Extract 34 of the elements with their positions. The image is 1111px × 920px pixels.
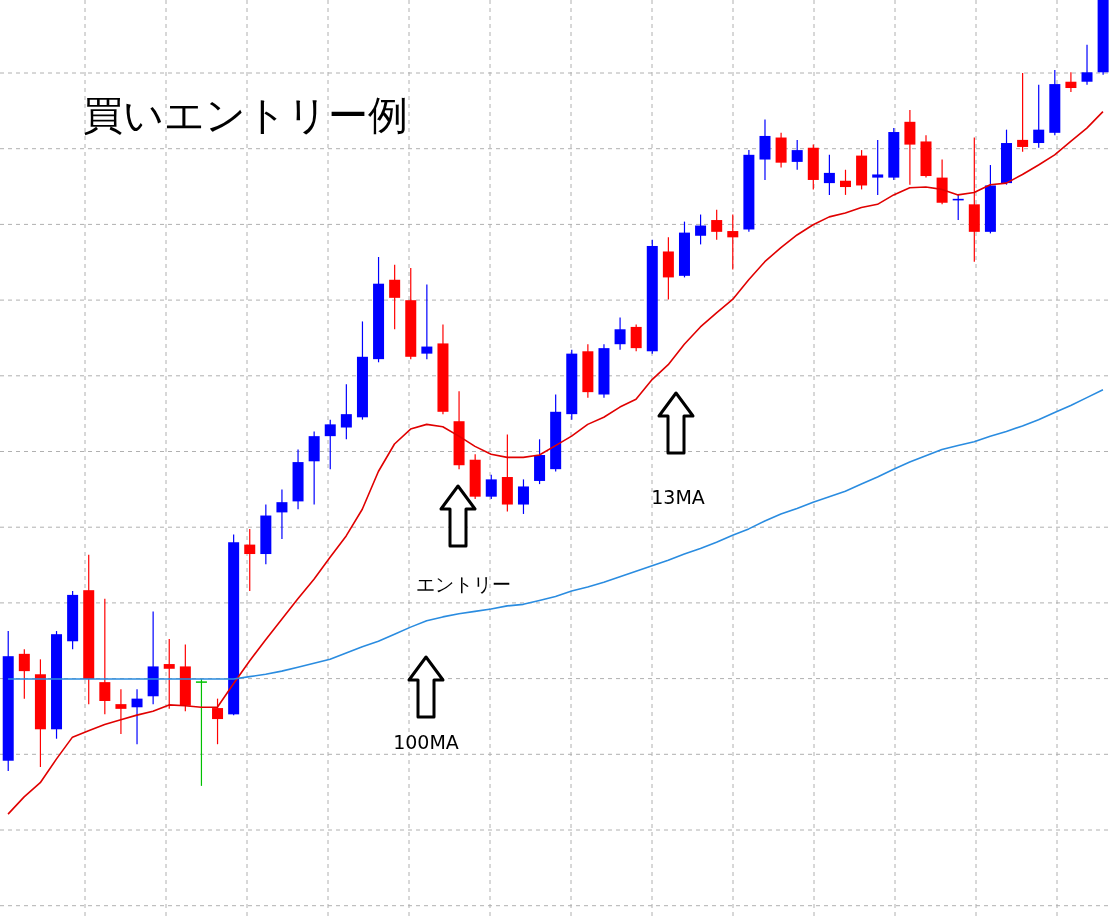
candlestick: [1033, 84, 1045, 149]
candlestick: [244, 528, 256, 592]
candlestick: [485, 474, 497, 500]
candlestick: [1065, 71, 1077, 93]
candlestick: [1081, 44, 1093, 86]
candlestick: [18, 648, 30, 700]
candlestick: [872, 139, 884, 196]
candlestick: [695, 213, 707, 245]
annotation: 100MA: [392, 731, 460, 753]
candlestick: [840, 169, 851, 196]
candlestick: [195, 678, 207, 787]
candlestick: [630, 323, 642, 352]
candlestick: [614, 316, 626, 351]
candlestick: [791, 139, 803, 171]
candlestick: [340, 383, 352, 440]
candlestick: [517, 478, 529, 515]
candlestick: [711, 209, 723, 241]
annotation: 13MA: [650, 486, 706, 508]
candlestick: [276, 489, 288, 540]
candlestick: [421, 283, 433, 360]
candlestick: [163, 638, 175, 710]
candlestick: [131, 688, 143, 745]
candlestick: [115, 688, 127, 735]
candlestick: [324, 419, 336, 470]
candlestick: [1017, 72, 1029, 153]
candlestick: [99, 598, 111, 715]
text: 買いエントリー例: [83, 91, 408, 140]
candlestick: [759, 118, 771, 181]
candlestick: [389, 264, 401, 330]
candlestick: [904, 109, 916, 186]
candlestick: [727, 213, 739, 271]
annotation: エントリー: [414, 572, 512, 597]
candlestick: [212, 698, 224, 745]
candlestick: [823, 154, 835, 196]
